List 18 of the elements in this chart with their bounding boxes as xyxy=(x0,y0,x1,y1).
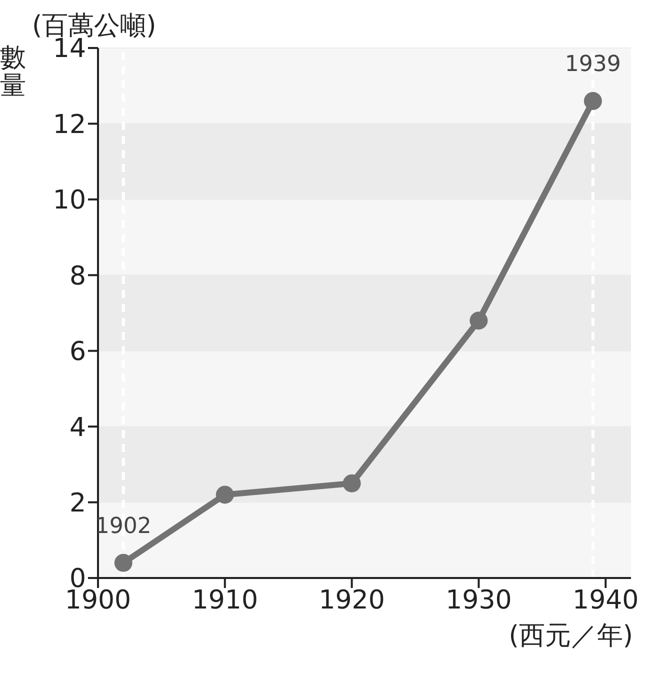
x-tick-label: 1910 xyxy=(192,585,258,616)
y-tick-label: 12 xyxy=(52,110,86,140)
y-tick-label: 2 xyxy=(69,488,86,519)
x-tick-label: 1930 xyxy=(446,585,512,616)
y-tick-label: 4 xyxy=(69,412,86,443)
point xyxy=(114,554,132,572)
point xyxy=(584,92,602,110)
x-tick-label: 1940 xyxy=(572,585,639,616)
y-tick-label: 8 xyxy=(69,261,86,292)
point xyxy=(342,474,361,492)
y-tick-label: 6 xyxy=(69,337,86,368)
point xyxy=(470,312,488,330)
x-axis-title: (西元／年) xyxy=(508,620,633,653)
y-tick-label: 10 xyxy=(52,186,86,216)
x-tick-label: 1920 xyxy=(318,585,385,616)
annotation: 1939 xyxy=(564,52,621,77)
point xyxy=(216,486,234,504)
y-axis-title: 數量 xyxy=(0,43,27,101)
